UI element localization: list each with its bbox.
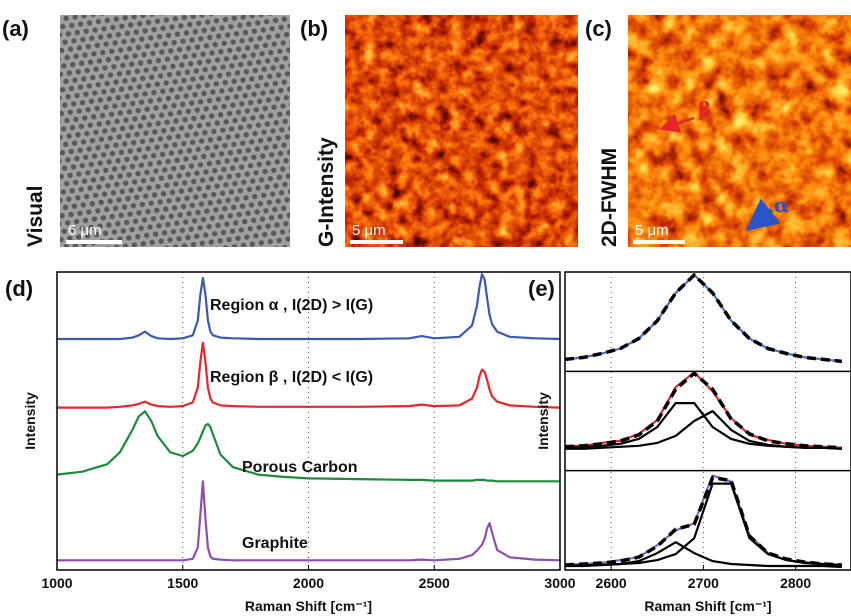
series-label: Region α , I(2D) > I(G) [210, 297, 373, 314]
y-axis-label: Intensity [535, 392, 551, 450]
side-label: 2D-FWHM [598, 148, 621, 247]
series-label: Porous Carbon [242, 459, 358, 476]
marker-arrow [659, 113, 695, 133]
series-line [564, 482, 842, 568]
panel-label: (e) [528, 276, 555, 301]
image-g-intensity [345, 15, 578, 247]
image-2d-fwhm [628, 15, 851, 247]
x-tick-label: 1500 [167, 575, 198, 591]
scale-bar-label: 6 μm [68, 222, 102, 239]
scale-bar-label: 5 μm [352, 222, 386, 239]
plot-frame [56, 271, 561, 571]
panel-label: (b) [300, 16, 328, 41]
x-axis-label: Raman Shift [cm⁻¹] [644, 598, 771, 614]
series-line [564, 371, 842, 450]
series-line [57, 341, 561, 409]
panel-label: (a) [2, 16, 29, 41]
x-tick-label: 2000 [293, 575, 324, 591]
series-label: Region β , I(2D) < I(G) [210, 369, 373, 386]
plot-frame [564, 271, 851, 571]
series-line [564, 475, 842, 567]
series-line [56, 410, 560, 483]
x-axis-label: Raman Shift [cm⁻¹] [245, 598, 372, 614]
image-shade [60, 15, 290, 247]
series-line [565, 410, 842, 450]
panel-label: (c) [585, 16, 612, 41]
y-axis-label: Intensity [22, 392, 38, 450]
series-line [57, 273, 561, 341]
x-tick-label: 3000 [544, 575, 575, 591]
x-tick-label: 1000 [41, 575, 72, 591]
series-line [565, 371, 842, 449]
series-line [564, 474, 842, 567]
series-line [57, 480, 561, 562]
series-line [564, 273, 842, 364]
marker-label: α [774, 193, 789, 217]
series-label: Graphite [242, 535, 308, 552]
image-visual [60, 15, 290, 247]
x-tick-label: 2800 [780, 575, 811, 591]
side-label: G-Intensity [315, 137, 338, 247]
x-tick-label: 2700 [688, 575, 719, 591]
panel-label: (d) [5, 276, 33, 301]
side-label: Visual [24, 186, 47, 247]
marker-arrow [745, 198, 781, 231]
x-tick-label: 2600 [596, 575, 627, 591]
marker-label: β [698, 97, 711, 121]
x-tick-label: 2500 [419, 575, 450, 591]
scale-bar-label: 5 μm [635, 222, 669, 239]
